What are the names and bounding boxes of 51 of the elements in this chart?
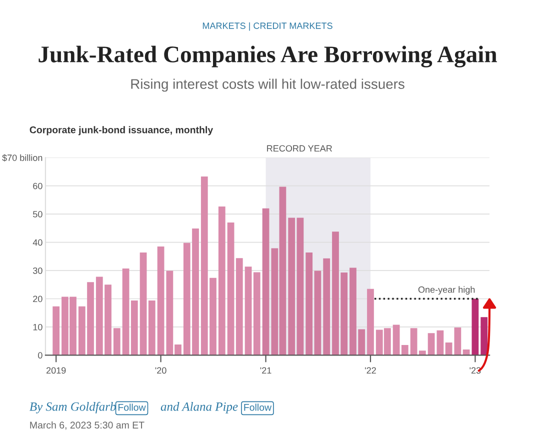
bar bbox=[314, 270, 322, 356]
bar bbox=[472, 298, 479, 356]
text: Follow bbox=[118, 404, 146, 411]
bar bbox=[306, 252, 313, 356]
bar bbox=[436, 330, 444, 356]
bar bbox=[148, 300, 156, 356]
bar bbox=[296, 218, 304, 356]
chart-title: Junk-Rated Companies Are Borrowing Again bbox=[38, 46, 497, 68]
bar bbox=[401, 345, 408, 356]
bar bbox=[428, 333, 435, 356]
bar bbox=[367, 288, 374, 356]
bar bbox=[323, 258, 330, 356]
bar bbox=[218, 206, 226, 356]
bar bbox=[227, 222, 234, 356]
x-tick-label: '22 bbox=[365, 367, 376, 374]
text: By Sam Goldfarb bbox=[30, 402, 116, 414]
bar bbox=[122, 268, 130, 356]
annotation: One-year high bbox=[418, 286, 475, 295]
bar bbox=[157, 246, 164, 356]
bar bbox=[392, 324, 400, 356]
band-label: RECORD YEAR bbox=[267, 145, 332, 152]
bar bbox=[262, 208, 270, 356]
text: Corporate junk-bond issuance, monthly bbox=[30, 126, 214, 136]
x-tick-label: '21 bbox=[260, 367, 272, 374]
y-tick-label: 20 bbox=[33, 296, 42, 302]
y-tick-label: 50 bbox=[33, 211, 42, 218]
x-tick-label: '20 bbox=[155, 367, 166, 374]
bar bbox=[288, 218, 296, 356]
y-tick-label: 40 bbox=[32, 239, 42, 246]
bar bbox=[253, 272, 260, 356]
y-tick-label: 10 bbox=[33, 324, 42, 330]
bar bbox=[480, 317, 488, 356]
x-tick-label: 2019 bbox=[46, 367, 66, 374]
text: March 6, 2023 5:30 am ET bbox=[30, 421, 144, 430]
bar bbox=[410, 328, 418, 356]
y-tick-label: $70 billion bbox=[2, 154, 42, 162]
bar bbox=[454, 328, 462, 356]
bar bbox=[140, 252, 147, 356]
text: and Alana Pipe bbox=[160, 402, 238, 414]
y-tick-label: 0 bbox=[38, 352, 42, 359]
bar bbox=[236, 258, 243, 356]
text: Follow bbox=[244, 404, 272, 411]
chart-subtitle: Rising interest costs will hit low-rated issuers bbox=[131, 78, 404, 92]
bar bbox=[130, 300, 138, 356]
text: MARKETS | CREDIT MARKETS bbox=[202, 22, 332, 31]
bar bbox=[418, 350, 426, 356]
y-tick-label: 30 bbox=[33, 267, 42, 274]
bar bbox=[244, 266, 252, 356]
bar bbox=[113, 328, 120, 356]
y-tick-label: 60 bbox=[33, 182, 42, 190]
bar bbox=[52, 306, 60, 356]
